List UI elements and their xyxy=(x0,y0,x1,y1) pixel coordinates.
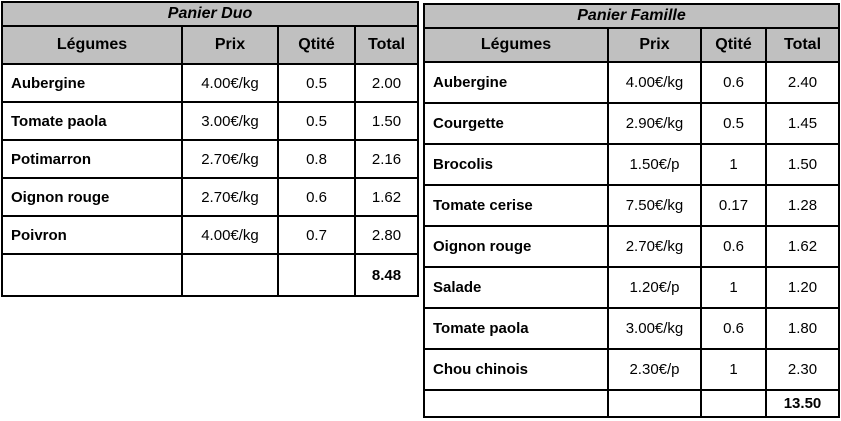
cell-total: 1.28 xyxy=(765,184,840,227)
cell-total: 1.62 xyxy=(353,177,420,217)
column-header-qtite: Qtité xyxy=(277,25,356,65)
column-header-total: Total xyxy=(353,25,420,65)
cell-legume: Brocolis xyxy=(423,143,609,186)
empty-cell xyxy=(607,389,702,418)
column-header-legumes: Légumes xyxy=(423,27,609,63)
cell-prix: 2.90€/kg xyxy=(607,102,702,145)
cell-legume: Aubergine xyxy=(423,61,609,104)
cell-qtite: 0.6 xyxy=(700,61,767,104)
cell-prix: 4.00€/kg xyxy=(181,63,279,103)
cell-qtite: 0.17 xyxy=(700,184,767,227)
column-header-total: Total xyxy=(765,27,840,63)
table-row: Chou chinois 2.30€/p 1 2.30 xyxy=(423,348,840,391)
cell-legume: Oignon rouge xyxy=(1,177,183,217)
cell-legume: Tomate paola xyxy=(423,307,609,350)
cell-prix: 2.70€/kg xyxy=(181,139,279,179)
grand-total-value: 8.48 xyxy=(353,253,420,297)
cell-legume: Aubergine xyxy=(1,63,183,103)
cell-prix: 7.50€/kg xyxy=(607,184,702,227)
cell-total: 2.40 xyxy=(765,61,840,104)
cell-total: 2.00 xyxy=(353,63,420,103)
cell-total: 1.45 xyxy=(765,102,840,145)
cell-legume: Tomate paola xyxy=(1,101,183,141)
cell-total: 1.80 xyxy=(765,307,840,350)
column-header-prix: Prix xyxy=(181,25,279,65)
cell-qtite: 1 xyxy=(700,266,767,309)
cell-prix: 3.00€/kg xyxy=(607,307,702,350)
column-header-qtite: Qtité xyxy=(700,27,767,63)
cell-qtite: 0.5 xyxy=(700,102,767,145)
cell-total: 1.50 xyxy=(765,143,840,186)
table-title: Panier Duo xyxy=(0,1,420,27)
cell-total: 2.80 xyxy=(353,215,420,255)
table-row: Tomate paola 3.00€/kg 0.5 1.50 xyxy=(1,101,420,141)
total-row: 8.48 xyxy=(1,253,420,297)
table-title-row: Panier Famille xyxy=(423,3,840,29)
cell-prix: 1.20€/p xyxy=(607,266,702,309)
column-header-legumes: Légumes xyxy=(1,25,183,65)
table-row: Tomate paola 3.00€/kg 0.6 1.80 xyxy=(423,307,840,350)
panier-duo-table: Panier Duo Légumes Prix Qtité Total Aube… xyxy=(0,1,420,297)
cell-prix: 4.00€/kg xyxy=(181,215,279,255)
table-row: Potimarron 2.70€/kg 0.8 2.16 xyxy=(1,139,420,179)
cell-legume: Oignon rouge xyxy=(423,225,609,268)
empty-cell xyxy=(1,253,183,297)
cell-qtite: 0.6 xyxy=(700,307,767,350)
cell-prix: 3.00€/kg xyxy=(181,101,279,141)
cell-legume: Courgette xyxy=(423,102,609,145)
grand-total-value: 13.50 xyxy=(765,389,840,418)
table-title: Panier Famille xyxy=(423,3,840,29)
table-header-row: Légumes Prix Qtité Total xyxy=(423,27,840,63)
cell-qtite: 1 xyxy=(700,143,767,186)
cell-total: 2.16 xyxy=(353,139,420,179)
cell-prix: 2.70€/kg xyxy=(607,225,702,268)
cell-qtite: 0.7 xyxy=(277,215,356,255)
empty-cell xyxy=(700,389,767,418)
cell-total: 2.30 xyxy=(765,348,840,391)
cell-qtite: 0.5 xyxy=(277,63,356,103)
cell-prix: 1.50€/p xyxy=(607,143,702,186)
total-row: 13.50 xyxy=(423,389,840,418)
table-row: Oignon rouge 2.70€/kg 0.6 1.62 xyxy=(1,177,420,217)
cell-legume: Potimarron xyxy=(1,139,183,179)
cell-total: 1.50 xyxy=(353,101,420,141)
table-header-row: Légumes Prix Qtité Total xyxy=(1,25,420,65)
empty-cell xyxy=(423,389,609,418)
cell-legume: Poivron xyxy=(1,215,183,255)
table-row: Brocolis 1.50€/p 1 1.50 xyxy=(423,143,840,186)
table-title-row: Panier Duo xyxy=(0,1,420,27)
column-header-prix: Prix xyxy=(607,27,702,63)
cell-qtite: 0.6 xyxy=(277,177,356,217)
empty-cell xyxy=(277,253,356,297)
cell-qtite: 0.6 xyxy=(700,225,767,268)
cell-qtite: 0.5 xyxy=(277,101,356,141)
cell-qtite: 0.8 xyxy=(277,139,356,179)
cell-prix: 4.00€/kg xyxy=(607,61,702,104)
table-row: Poivron 4.00€/kg 0.7 2.80 xyxy=(1,215,420,255)
empty-cell xyxy=(181,253,279,297)
cell-prix: 2.70€/kg xyxy=(181,177,279,217)
table-row: Courgette 2.90€/kg 0.5 1.45 xyxy=(423,102,840,145)
panier-famille-table: Panier Famille Légumes Prix Qtité Total … xyxy=(423,3,840,418)
cell-legume: Tomate cerise xyxy=(423,184,609,227)
cell-legume: Salade xyxy=(423,266,609,309)
cell-prix: 2.30€/p xyxy=(607,348,702,391)
table-row: Salade 1.20€/p 1 1.20 xyxy=(423,266,840,309)
cell-total: 1.62 xyxy=(765,225,840,268)
table-row: Aubergine 4.00€/kg 0.5 2.00 xyxy=(1,63,420,103)
cell-legume: Chou chinois xyxy=(423,348,609,391)
table-row: Tomate cerise 7.50€/kg 0.17 1.28 xyxy=(423,184,840,227)
cell-qtite: 1 xyxy=(700,348,767,391)
cell-total: 1.20 xyxy=(765,266,840,309)
table-row: Oignon rouge 2.70€/kg 0.6 1.62 xyxy=(423,225,840,268)
table-row: Aubergine 4.00€/kg 0.6 2.40 xyxy=(423,61,840,104)
